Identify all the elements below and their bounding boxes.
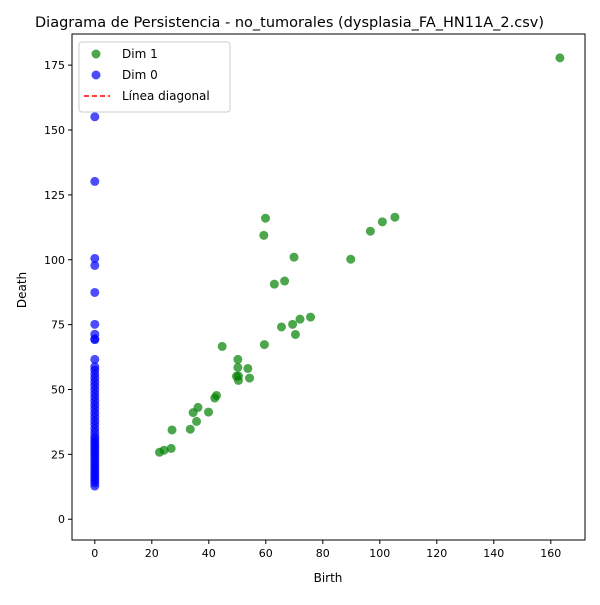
x-axis-ticks: 0 20 40 60 80 100 120 140 160 bbox=[91, 540, 561, 560]
y-tick-label: 125 bbox=[44, 189, 65, 202]
legend-box bbox=[78, 41, 231, 113]
legend-marker-dim0 bbox=[91, 70, 101, 80]
dim1-point bbox=[159, 445, 169, 455]
dim1-point bbox=[269, 279, 279, 289]
x-tick-label: 40 bbox=[202, 547, 216, 560]
dim1-point bbox=[261, 213, 271, 223]
dim1-point bbox=[193, 402, 203, 412]
dim0-point bbox=[90, 260, 100, 270]
dim1-point bbox=[295, 314, 305, 324]
dim1-point bbox=[245, 373, 255, 383]
dim1-point bbox=[346, 254, 356, 264]
y-axis-label: Death bbox=[15, 272, 29, 308]
dim1-point bbox=[211, 390, 221, 400]
legend-marker-dim1 bbox=[91, 49, 101, 59]
dim1-point bbox=[377, 217, 387, 227]
dim1-point bbox=[555, 53, 565, 63]
x-axis-label: Birth bbox=[314, 571, 343, 585]
y-tick-label: 0 bbox=[58, 513, 65, 526]
legend: Dim 1 Dim 0 Línea diagonal bbox=[78, 41, 231, 113]
legend-label: Dim 0 bbox=[122, 68, 158, 82]
dim1-point bbox=[217, 341, 227, 351]
plot-frame bbox=[71, 33, 586, 541]
x-tick-label: 60 bbox=[259, 547, 273, 560]
x-tick-label: 100 bbox=[369, 547, 390, 560]
dim0-point bbox=[90, 176, 100, 186]
dim1-point bbox=[288, 319, 298, 329]
dim0-point bbox=[90, 362, 100, 372]
dim1-point bbox=[365, 226, 375, 236]
legend-label: Línea diagonal bbox=[122, 89, 210, 103]
dim0-point bbox=[90, 287, 100, 297]
data-points bbox=[90, 53, 565, 491]
x-tick-label: 20 bbox=[145, 547, 159, 560]
y-axis-ticks: 0 25 50 75 100 125 150 175 bbox=[44, 59, 72, 526]
dim1-point bbox=[280, 276, 290, 286]
x-tick-label: 80 bbox=[316, 547, 330, 560]
y-tick-label: 50 bbox=[51, 383, 65, 396]
dim1-point bbox=[390, 212, 400, 222]
chart-title: Diagrama de Persistencia - no_tumorales … bbox=[35, 15, 544, 31]
dim1-point bbox=[192, 416, 202, 426]
dim1-point bbox=[204, 407, 214, 417]
y-tick-label: 100 bbox=[44, 254, 65, 267]
dim1-point bbox=[166, 443, 176, 453]
dim0-point bbox=[90, 354, 100, 364]
dim0-point bbox=[90, 319, 100, 329]
dim0-point bbox=[90, 329, 100, 339]
dim1-point bbox=[233, 371, 243, 381]
dim1-point bbox=[276, 322, 286, 332]
dim1-point bbox=[259, 340, 269, 350]
dim1-point bbox=[167, 425, 177, 435]
legend-label: Dim 1 bbox=[122, 47, 158, 61]
y-tick-label: 25 bbox=[51, 448, 65, 461]
dim1-point bbox=[185, 424, 195, 434]
y-tick-label: 150 bbox=[44, 124, 65, 137]
dim1-point bbox=[306, 312, 316, 322]
y-tick-label: 175 bbox=[44, 59, 65, 72]
dim0-point bbox=[90, 112, 100, 122]
dim1-point bbox=[290, 329, 300, 339]
x-tick-label: 0 bbox=[91, 547, 98, 560]
dim1-point bbox=[289, 252, 299, 262]
dim1-point bbox=[233, 354, 243, 364]
x-tick-label: 160 bbox=[540, 547, 561, 560]
y-tick-label: 75 bbox=[51, 319, 65, 332]
dim0-point bbox=[90, 253, 100, 263]
x-tick-label: 120 bbox=[426, 547, 447, 560]
dim1-point bbox=[243, 363, 253, 373]
dim1-point bbox=[259, 230, 269, 240]
dim1-point bbox=[233, 362, 243, 372]
x-tick-label: 140 bbox=[483, 547, 504, 560]
